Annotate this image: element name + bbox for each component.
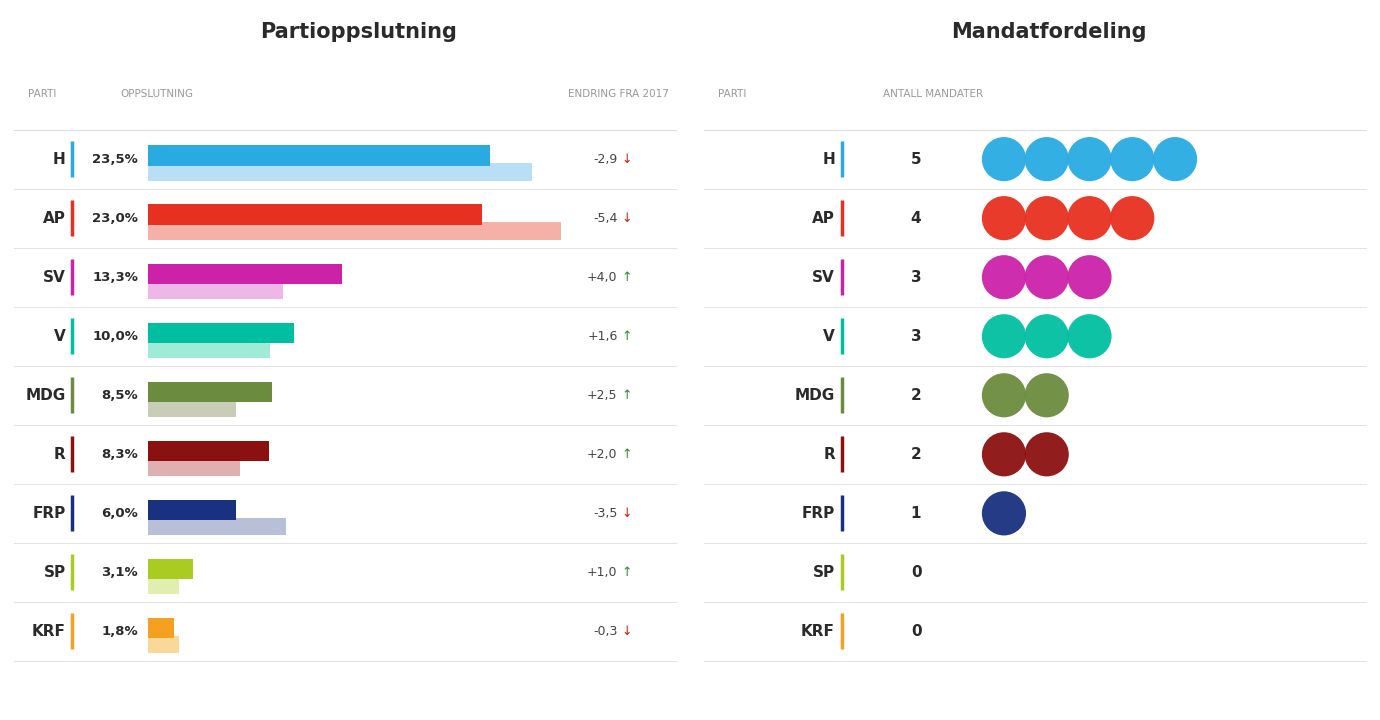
Text: R: R (54, 447, 66, 462)
Text: H: H (822, 152, 835, 166)
Bar (149, 459, 240, 476)
Text: ↑: ↑ (621, 448, 632, 461)
Text: 3,1%: 3,1% (101, 566, 138, 579)
Ellipse shape (1110, 137, 1154, 181)
Text: ↓: ↓ (621, 507, 632, 520)
Ellipse shape (1024, 432, 1068, 477)
Ellipse shape (983, 491, 1025, 536)
Text: 2: 2 (911, 388, 922, 402)
Text: +1,6: +1,6 (586, 330, 618, 343)
Bar (149, 400, 236, 417)
Text: SV: SV (43, 270, 66, 284)
Text: SV: SV (813, 270, 835, 284)
Text: MDG: MDG (25, 388, 66, 402)
Bar (149, 222, 560, 240)
Text: 4: 4 (911, 211, 922, 225)
Text: ↓: ↓ (621, 625, 632, 638)
Text: ↓: ↓ (621, 153, 632, 166)
Text: FRP: FRP (32, 506, 66, 521)
Text: 23,0%: 23,0% (92, 212, 138, 225)
Ellipse shape (1068, 255, 1112, 300)
Text: 23,5%: 23,5% (92, 153, 138, 166)
Text: +2,0: +2,0 (586, 448, 618, 461)
Text: ANTALL MANDATER: ANTALL MANDATER (883, 89, 984, 99)
Ellipse shape (1024, 137, 1068, 181)
Text: PARTI: PARTI (718, 89, 747, 99)
Bar (149, 204, 483, 225)
Text: R: R (822, 447, 835, 462)
Bar (149, 382, 272, 402)
Ellipse shape (1024, 314, 1068, 359)
Text: 3: 3 (911, 270, 922, 284)
Text: KRF: KRF (32, 624, 66, 639)
Text: MDG: MDG (795, 388, 835, 402)
Bar (149, 323, 294, 343)
Ellipse shape (1024, 373, 1068, 418)
Text: 13,3%: 13,3% (92, 271, 138, 284)
Text: PARTI: PARTI (28, 89, 57, 99)
Text: AP: AP (43, 211, 66, 225)
Text: SP: SP (43, 565, 66, 580)
Text: 5: 5 (911, 152, 922, 166)
Text: ↑: ↑ (621, 566, 632, 579)
Text: KRF: KRF (800, 624, 835, 639)
Text: 0: 0 (911, 624, 922, 639)
Text: SP: SP (813, 565, 835, 580)
Text: OPPSLUTNING: OPPSLUTNING (121, 89, 193, 99)
Text: V: V (822, 329, 835, 343)
Ellipse shape (983, 196, 1025, 240)
Bar (149, 264, 342, 284)
Ellipse shape (983, 373, 1025, 418)
Text: 2: 2 (911, 447, 922, 462)
Text: 8,3%: 8,3% (101, 448, 138, 461)
Text: +2,5: +2,5 (586, 389, 618, 402)
Text: V: V (54, 329, 66, 343)
Ellipse shape (983, 137, 1025, 181)
Text: 1: 1 (911, 506, 922, 521)
Bar (149, 282, 283, 299)
Text: -2,9: -2,9 (593, 153, 618, 166)
Text: ↑: ↑ (621, 389, 632, 402)
Text: -3,5: -3,5 (593, 507, 618, 520)
Text: +4,0: +4,0 (586, 271, 618, 284)
Ellipse shape (983, 432, 1025, 477)
Text: -5,4: -5,4 (593, 212, 618, 225)
Bar (149, 500, 236, 520)
Text: ↑: ↑ (621, 330, 632, 343)
Text: 6,0%: 6,0% (101, 507, 138, 520)
Text: ENDRING FRA 2017: ENDRING FRA 2017 (569, 89, 669, 99)
Ellipse shape (1068, 196, 1112, 240)
Bar (149, 163, 531, 181)
Ellipse shape (1024, 255, 1068, 300)
Text: ↑: ↑ (621, 271, 632, 284)
Bar (149, 145, 490, 166)
Text: AP: AP (811, 211, 835, 225)
Ellipse shape (1154, 137, 1198, 181)
Text: ↓: ↓ (621, 212, 632, 225)
Text: Partioppslutning: Partioppslutning (261, 22, 457, 42)
Text: FRP: FRP (802, 506, 835, 521)
Ellipse shape (1068, 314, 1112, 359)
Ellipse shape (983, 255, 1025, 300)
Text: H: H (52, 152, 66, 166)
Bar (149, 341, 270, 358)
Text: Mandatfordeling: Mandatfordeling (951, 22, 1147, 42)
Bar (149, 441, 269, 461)
Text: 0: 0 (911, 565, 922, 580)
Bar (149, 518, 287, 535)
Ellipse shape (1110, 196, 1154, 240)
Ellipse shape (983, 314, 1025, 359)
Bar (149, 559, 193, 579)
Text: 8,5%: 8,5% (101, 389, 138, 402)
Text: -0,3: -0,3 (593, 625, 618, 638)
Bar (149, 577, 179, 594)
Ellipse shape (1068, 137, 1112, 181)
Text: +1,0: +1,0 (586, 566, 618, 579)
Text: 1,8%: 1,8% (101, 625, 138, 638)
Text: 10,0%: 10,0% (92, 330, 138, 343)
Text: 3: 3 (911, 329, 922, 343)
Bar (149, 636, 179, 653)
Ellipse shape (1024, 196, 1068, 240)
Bar (149, 618, 174, 638)
